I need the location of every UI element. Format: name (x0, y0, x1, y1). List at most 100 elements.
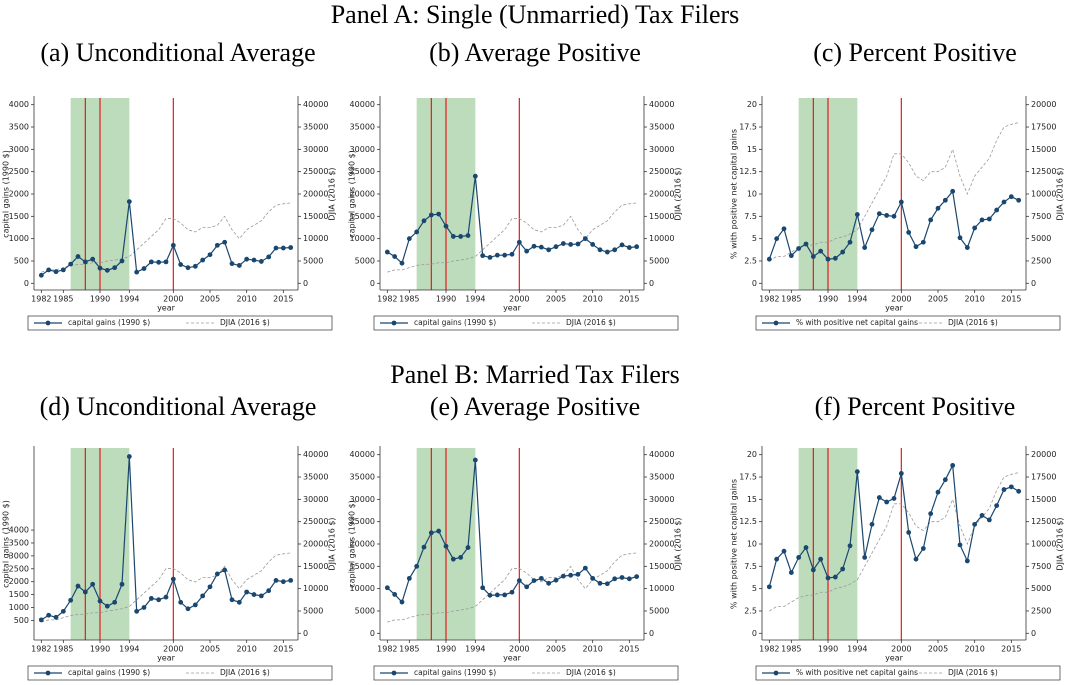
data-point (273, 577, 279, 583)
data-point (840, 249, 846, 255)
x-tick-label: 1982 (377, 295, 397, 304)
data-point (384, 249, 390, 255)
y-tick-label: 15000 (350, 562, 375, 571)
y-tick-label: 30000 (350, 145, 375, 154)
y2-tick-label: 35000 (303, 473, 328, 482)
data-point (406, 236, 412, 242)
data-point (972, 225, 978, 231)
data-point (619, 575, 625, 580)
x-tick-label: 2005 (200, 645, 220, 654)
y2-tick-label: 15000 (1031, 495, 1056, 504)
data-point (141, 605, 147, 610)
data-point (796, 246, 802, 251)
y-tick-label: 17.5 (739, 123, 757, 132)
y2-tick-label: 35000 (303, 123, 328, 132)
data-point (258, 593, 264, 599)
y2-axis-label: DJIA (2016 $) (328, 517, 337, 570)
data-point (119, 258, 125, 264)
x-tick-label: 2015 (1001, 645, 1021, 654)
x-tick-label: 1994 (119, 645, 139, 654)
data-point (906, 230, 912, 235)
y-tick-label: 7.5 (744, 562, 757, 571)
y-tick-label: 2000 (9, 190, 29, 199)
data-point (1016, 488, 1022, 494)
data-point (170, 242, 176, 248)
data-point (458, 234, 464, 239)
data-point (553, 244, 559, 250)
legend-marker (773, 670, 779, 676)
x-tick-label: 2015 (619, 645, 639, 654)
data-point (178, 599, 184, 605)
x-tick-label: 1985 (781, 645, 801, 654)
y-tick-label: 12.5 (739, 517, 757, 526)
y2-tick-label: 10000 (303, 234, 328, 243)
y2-tick-label: 15000 (303, 562, 328, 571)
y2-tick-label: 5000 (649, 606, 669, 615)
data-point (53, 269, 59, 275)
legend-marker (391, 670, 397, 676)
data-point (619, 242, 625, 248)
data-point (994, 207, 1000, 213)
data-point (68, 261, 74, 267)
data-point (524, 248, 530, 254)
data-point (258, 259, 264, 264)
data-point (516, 239, 522, 245)
y-tick-label: 3500 (9, 538, 29, 547)
data-point (75, 583, 81, 589)
legend (27, 665, 333, 681)
x-tick-label: 2005 (200, 295, 220, 304)
data-point (428, 212, 434, 218)
data-point (192, 602, 198, 608)
data-point (854, 469, 860, 475)
data-point (634, 574, 640, 579)
y-tick-label: 20000 (350, 540, 375, 549)
y-tick-label: 5000 (355, 606, 375, 615)
data-point (818, 556, 824, 562)
y-tick-label: 2500 (9, 564, 29, 573)
x-tick-label: 1990 (90, 295, 110, 304)
data-point (972, 521, 978, 527)
y2-tick-label: 20000 (303, 190, 328, 199)
x-tick-label: 2000 (163, 295, 183, 304)
data-point (134, 608, 140, 614)
y2-axis-label: DJIA (2016 $) (1056, 167, 1065, 220)
data-point (766, 584, 772, 590)
chart-title: (f) Percent Positive (815, 392, 1016, 421)
data-point (60, 267, 66, 273)
x-tick-label: 2000 (509, 645, 529, 654)
legend-label: DJIA (2016 $) (948, 668, 998, 677)
data-point (119, 581, 125, 587)
data-point (898, 199, 904, 205)
data-point (575, 241, 581, 247)
data-point (788, 253, 794, 259)
y-tick-label: 35000 (350, 123, 375, 132)
data-point (590, 242, 596, 247)
legend-marker (45, 670, 51, 676)
data-point (222, 567, 228, 573)
y-tick-label: 1000 (9, 234, 29, 243)
data-point (546, 247, 552, 253)
legend (27, 315, 333, 331)
y2-tick-label: 30000 (649, 495, 674, 504)
data-point (53, 614, 59, 620)
y-axis-label: capital gains (1990 $) (2, 150, 11, 238)
data-point (898, 471, 904, 476)
data-point (399, 599, 405, 605)
x-axis-label: year (885, 654, 904, 663)
panel-title: Panel A: Single (Unmarried) Tax Filers (331, 0, 740, 29)
series-line (41, 552, 291, 623)
data-point (97, 598, 103, 604)
data-point (781, 548, 787, 554)
x-tick-label: 1985 (53, 295, 73, 304)
data-point (207, 252, 213, 258)
data-point (538, 244, 544, 250)
y2-tick-label: 40000 (649, 450, 674, 459)
data-point (465, 233, 471, 238)
x-tick-label: 2015 (619, 295, 639, 304)
data-point (568, 242, 574, 247)
data-point (869, 227, 875, 233)
legend (755, 665, 1061, 681)
y-tick-label: 10 (747, 540, 757, 549)
data-point (1001, 199, 1007, 205)
series-line (387, 552, 637, 623)
